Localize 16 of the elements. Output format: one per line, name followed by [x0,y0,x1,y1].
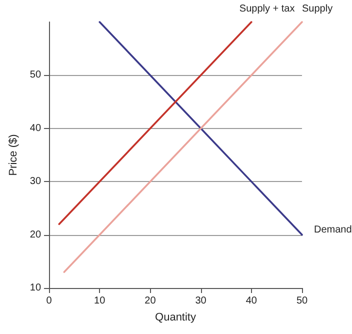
x-axis-title: Quantity [155,312,196,324]
series-label: Supply [302,4,333,14]
y-axis-title: Price ($) [8,134,20,176]
x-tick-label: 20 [144,296,156,306]
x-tick-label: 30 [195,296,207,306]
series-label: Demand [314,224,352,236]
x-tick-label: 40 [246,296,258,306]
x-tick-label: 10 [94,296,106,306]
y-tick-label: 10 [30,282,42,294]
x-tick-label: 50 [296,296,308,306]
y-tick-label: 50 [30,70,42,81]
y-tick-label: 30 [30,176,42,188]
x-tick-label: 0 [46,296,52,306]
y-tick-label: 40 [30,122,42,134]
y-tick-label: 20 [30,229,42,240]
series-label: Supply + tax [239,4,295,14]
